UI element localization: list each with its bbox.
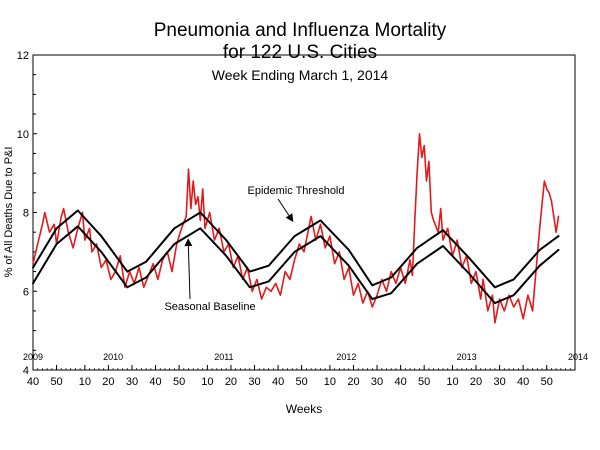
observed-line — [32, 133, 560, 324]
annotation-seasonal-baseline: Seasonal Baseline — [164, 301, 255, 313]
x-tick-label: 40 — [272, 376, 284, 388]
year-label: 2009 — [23, 352, 43, 362]
x-tick-label: 50 — [541, 376, 553, 388]
y-tick-label: 10 — [17, 129, 29, 141]
x-tick-label: 10 — [201, 376, 213, 388]
seasonal-baseline-line — [32, 225, 560, 305]
y-tick-label: 12 — [17, 50, 29, 62]
year-label: 2010 — [103, 352, 123, 362]
x-tick-label: 30 — [493, 376, 505, 388]
x-tick-label: 50 — [173, 376, 185, 388]
x-tick-label: 30 — [126, 376, 138, 388]
annotation-arrow-baseline — [184, 238, 193, 300]
x-tick-label: 10 — [446, 376, 458, 388]
annotations: Epidemic Threshold Seasonal Baseline — [164, 185, 344, 313]
epidemic-threshold-line — [32, 209, 560, 289]
x-tick-label: 20 — [470, 376, 482, 388]
y-axis: 4 6 8 10 12 — [17, 50, 37, 377]
chart-title-line-2: for 122 U.S. Cities — [222, 42, 378, 63]
year-label: 2012 — [336, 352, 356, 362]
x-tick-label: 40 — [394, 376, 406, 388]
series-group — [32, 133, 560, 324]
year-label: 2011 — [214, 352, 233, 362]
x-tick-label: 50 — [50, 376, 62, 388]
year-label: 2014 — [568, 352, 588, 362]
x-tick-label: 30 — [371, 376, 383, 388]
x-tick-label: 50 — [418, 376, 430, 388]
year-label: 2013 — [457, 352, 477, 362]
x-tick-label: 50 — [296, 376, 308, 388]
x-tick-label: 40 — [27, 376, 39, 388]
x-tick-label: 10 — [324, 376, 336, 388]
y-tick-label: 8 — [23, 208, 29, 220]
y-tick-label: 6 — [23, 286, 29, 298]
annotation-epidemic-threshold: Epidemic Threshold — [247, 185, 344, 197]
plot-frame — [32, 54, 576, 371]
y-tick-label: 4 — [23, 365, 29, 377]
x-tick-label: 40 — [517, 376, 529, 388]
chart-title-line-1: Pneumonia and Influenza Mortality — [153, 20, 447, 41]
x-tick-label: 20 — [347, 376, 359, 388]
y-axis-label: % of All Deaths Due to P&I — [3, 147, 15, 278]
x-tick-label: 40 — [149, 376, 161, 388]
x-axis: 40 50 10 20 30 40 50 10 20 30 40 50 10 20 30 40 50 10 20 30… — [27, 365, 576, 388]
chart-subtitle: Week Ending March 1, 2014 — [211, 67, 389, 83]
year-labels: 2009 2010 2011 2012 2013 2014 — [23, 352, 588, 362]
x-tick-label: 20 — [102, 376, 114, 388]
annotation-arrow-epidemic — [277, 198, 294, 223]
x-axis-label: Weeks — [286, 402, 322, 416]
x-tick-label: 20 — [225, 376, 237, 388]
x-tick-label: 30 — [248, 376, 260, 388]
x-tick-label: 10 — [79, 376, 91, 388]
